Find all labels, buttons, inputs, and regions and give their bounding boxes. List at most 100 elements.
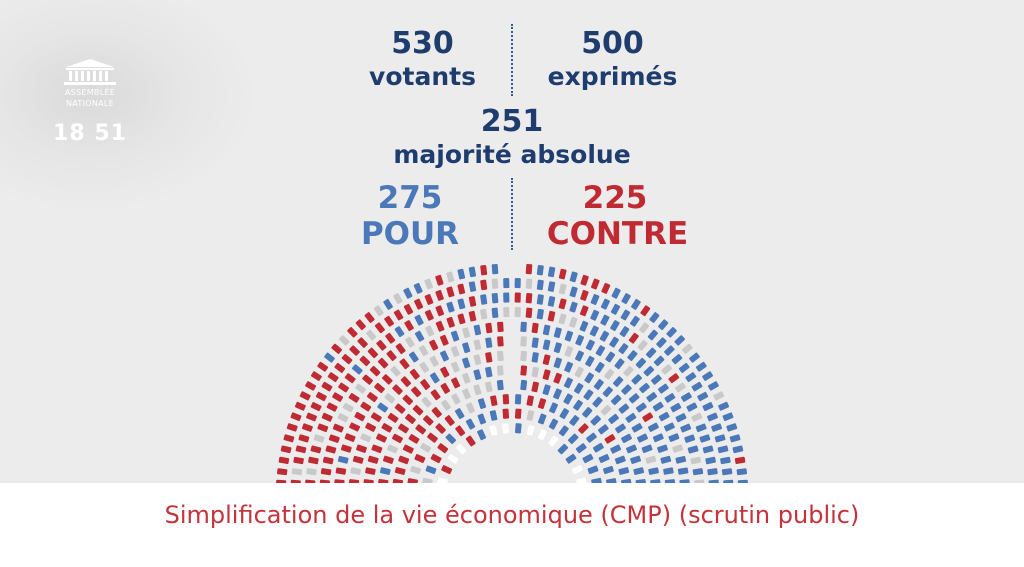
seat <box>595 345 606 357</box>
seat <box>357 337 368 348</box>
seat <box>429 372 440 384</box>
seat <box>477 398 487 410</box>
seat <box>559 408 570 420</box>
seat <box>439 350 450 362</box>
seat <box>374 382 385 394</box>
seat <box>537 429 547 441</box>
seat <box>430 389 441 401</box>
seat <box>439 334 449 346</box>
seat <box>376 339 387 351</box>
seat <box>412 404 424 416</box>
seat <box>618 343 629 355</box>
seat <box>526 410 535 421</box>
seat <box>349 422 361 432</box>
seat <box>722 412 734 422</box>
seat <box>382 374 393 385</box>
seat <box>457 313 466 325</box>
seat <box>315 391 327 402</box>
seat <box>480 279 488 291</box>
seat <box>640 305 651 317</box>
seat <box>649 312 660 323</box>
pour-label: POUR <box>360 216 460 252</box>
seat <box>390 365 401 377</box>
seat <box>630 455 642 464</box>
seat <box>468 310 477 322</box>
seat <box>578 423 589 434</box>
seat <box>614 455 626 465</box>
seat <box>619 326 630 338</box>
seat <box>360 401 372 412</box>
seat <box>547 266 556 278</box>
seat <box>702 402 714 412</box>
seat <box>628 332 639 344</box>
seat <box>548 418 559 430</box>
seat <box>684 434 696 443</box>
seat <box>657 444 668 453</box>
seat <box>590 415 601 426</box>
seat <box>454 408 465 420</box>
seat <box>574 350 585 362</box>
seat <box>586 432 597 443</box>
seat <box>491 293 499 304</box>
seat <box>597 424 609 435</box>
seat <box>542 324 551 336</box>
seat <box>628 393 640 404</box>
seat <box>514 423 522 434</box>
seat <box>347 327 358 338</box>
seat <box>420 442 432 453</box>
seat <box>321 412 333 422</box>
seat <box>286 423 298 432</box>
seat <box>675 455 687 464</box>
majorite-label: majorité absolue <box>393 140 631 169</box>
seat <box>435 423 446 434</box>
exprimes-label: exprimés <box>547 62 678 91</box>
seat <box>430 453 442 464</box>
seat <box>520 379 528 391</box>
footer-bar: Simplification de la vie économique (CMP… <box>0 483 1024 567</box>
seat <box>612 376 624 387</box>
seat <box>298 434 310 443</box>
seat <box>387 444 398 454</box>
seat <box>350 467 361 475</box>
seat <box>435 289 444 301</box>
seat <box>485 366 493 378</box>
seat <box>695 423 707 433</box>
seat <box>575 443 587 454</box>
seat <box>414 330 425 342</box>
seat <box>404 320 414 332</box>
seat <box>445 433 457 445</box>
seat <box>414 454 426 463</box>
seat <box>451 377 461 389</box>
seat <box>410 465 422 475</box>
seat <box>497 321 504 333</box>
seat <box>503 307 510 318</box>
seat <box>564 361 574 373</box>
seat <box>674 335 685 346</box>
seat <box>502 423 510 434</box>
seat <box>661 364 673 375</box>
seat <box>647 329 659 341</box>
seat <box>631 423 643 433</box>
seat <box>692 468 704 476</box>
seat <box>381 423 393 433</box>
seat <box>573 382 584 394</box>
seat <box>600 298 610 310</box>
seat <box>531 322 539 334</box>
seat <box>367 455 379 464</box>
seat <box>306 468 317 476</box>
seat <box>379 467 391 475</box>
seat <box>435 274 444 286</box>
seat <box>466 402 475 414</box>
seat <box>520 321 527 333</box>
seat <box>645 455 657 464</box>
seat <box>424 309 434 321</box>
seat <box>668 433 680 442</box>
seat <box>446 271 455 283</box>
seat <box>711 423 723 432</box>
seat <box>598 454 610 463</box>
seat <box>299 391 311 401</box>
seat <box>651 374 662 385</box>
seat <box>717 445 729 454</box>
